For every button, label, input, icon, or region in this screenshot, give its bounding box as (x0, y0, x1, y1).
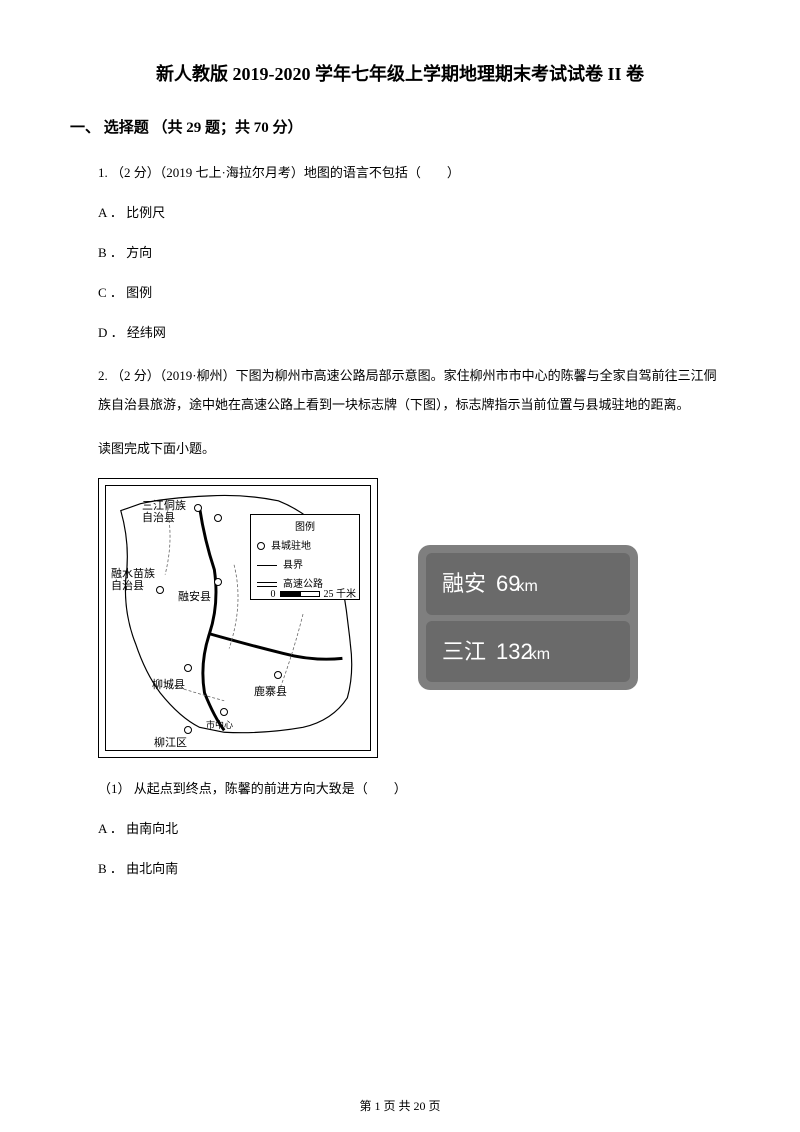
q2-sub1-option-a: A ． 由南向北 (98, 818, 730, 840)
sign-name-2: 三江 (442, 633, 486, 670)
map-dot (156, 586, 164, 594)
map-label-center: 市中心 (206, 718, 233, 733)
sign-unit-2: km (529, 646, 550, 663)
sign-dist-2: 132 (496, 639, 533, 664)
sign-board: 融安 69km 三江 132km (418, 545, 638, 690)
figure-row: 三江侗族自治县 融水苗族自治县 融安县 柳城县 鹿寨县 柳江区 市中心 图例 县… (98, 478, 730, 758)
question-1: 1. （2 分）（2019 七上·海拉尔月考）地图的语言不包括（ ） A ． 比… (98, 162, 730, 344)
q2-sub1-option-b: B ． 由北向南 (98, 858, 730, 880)
q2-text: 2. （2 分）（2019·柳州）下图为柳州市高速公路局部示意图。家住柳州市市中… (98, 362, 730, 419)
q1-option-c: C ． 图例 (98, 282, 730, 304)
map-label-liucheng: 柳城县 (152, 676, 185, 695)
map-dot (214, 578, 222, 586)
sign-name-1: 融安 (442, 565, 486, 602)
map-label-sanjiang: 三江侗族自治县 (142, 500, 186, 524)
q1-option-d: D ． 经纬网 (98, 322, 730, 344)
map-dot (220, 708, 228, 716)
sign-row-2: 三江 132km (426, 621, 630, 682)
legend-line-icon (257, 565, 277, 567)
legend-circle-icon (257, 542, 265, 550)
q2-sub1: （1） 从起点到终点，陈馨的前进方向大致是（ ） (98, 778, 730, 800)
page-title: 新人教版 2019-2020 学年七年级上学期地理期末考试试卷 II 卷 (70, 60, 730, 86)
legend-title: 图例 (257, 519, 353, 536)
q1-text: 1. （2 分）（2019 七上·海拉尔月考）地图的语言不包括（ ） (98, 162, 730, 184)
map-dot (184, 664, 192, 672)
scale-blk (280, 591, 300, 597)
map-dot (184, 726, 192, 734)
legend-item-0: 县城驻地 (271, 538, 311, 555)
map-dot (274, 671, 282, 679)
question-2: 2. （2 分）（2019·柳州）下图为柳州市高速公路局部示意图。家住柳州市市中… (98, 362, 730, 880)
map-figure: 三江侗族自治县 融水苗族自治县 融安县 柳城县 鹿寨县 柳江区 市中心 图例 县… (98, 478, 378, 758)
q2-read: 读图完成下面小题。 (98, 438, 730, 460)
map-label-liujiang: 柳江区 (154, 734, 187, 753)
legend-item-1: 县界 (283, 557, 303, 574)
map-label-rongshui: 融水苗族自治县 (111, 568, 155, 592)
map-dot (214, 514, 222, 522)
q1-option-b: B ． 方向 (98, 242, 730, 264)
sign-row-1: 融安 69km (426, 553, 630, 614)
scale-blk (300, 591, 320, 597)
map-inner: 三江侗族自治县 融水苗族自治县 融安县 柳城县 鹿寨县 柳江区 市中心 图例 县… (105, 485, 371, 751)
legend-row: 县界 (257, 557, 353, 574)
scale-right: 25 千米 (324, 586, 357, 603)
map-label-rongan: 融安县 (178, 588, 211, 607)
map-label-luzhai: 鹿寨县 (254, 683, 287, 702)
scale-left: 0 (271, 586, 276, 603)
map-dot (194, 504, 202, 512)
scale-bar: 0 25 千米 (271, 586, 357, 603)
page-footer: 第 1 页 共 20 页 (0, 1097, 800, 1114)
sign-unit-1: km (517, 578, 538, 595)
section-header: 一、 选择题 （共 29 题；共 70 分） (70, 116, 730, 137)
legend-row: 县城驻地 (257, 538, 353, 555)
q1-option-a: A ． 比例尺 (98, 202, 730, 224)
scale-seg (280, 591, 320, 597)
